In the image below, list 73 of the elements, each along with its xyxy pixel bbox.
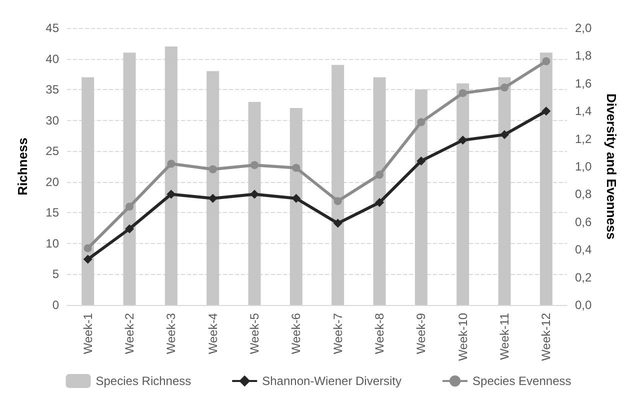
x-tick-label: Week-9	[414, 312, 428, 354]
y2-tick-label: 0,2	[575, 270, 592, 284]
point	[542, 57, 550, 66]
bar	[206, 71, 220, 305]
point	[84, 244, 92, 252]
point	[250, 190, 259, 199]
y2-tick-label: 1,8	[575, 48, 592, 63]
y-tick-label: 40	[46, 52, 60, 66]
point	[416, 156, 426, 166]
point	[500, 130, 509, 140]
point	[125, 224, 134, 234]
x-tick-label: Week-1	[80, 312, 95, 354]
point	[500, 84, 508, 92]
point	[292, 164, 300, 172]
point	[334, 197, 342, 206]
bar	[248, 102, 261, 305]
y2-axis-title: Diversity and Evenness	[604, 94, 619, 240]
y2-tick-label: 1,6	[575, 76, 592, 90]
x-tick-label: Week-5	[248, 312, 262, 354]
y-tick-label: 0	[52, 298, 60, 312]
y2-tick-label: 0,0	[575, 298, 592, 312]
y2-tick-label: 0,8	[575, 187, 592, 202]
x-tick-label: Week-10	[456, 312, 470, 361]
point	[542, 106, 551, 116]
y-tick-label: 15	[46, 206, 60, 220]
y2-tick-label: 1,0	[575, 160, 592, 174]
bar	[123, 52, 136, 305]
y-tick-label: 45	[46, 21, 60, 35]
bar	[456, 83, 470, 305]
point	[292, 194, 301, 203]
y-tick-label: 20	[46, 174, 60, 189]
y-tick-label: 25	[46, 144, 60, 158]
point	[458, 136, 468, 145]
legend-label: Species Evenness	[472, 374, 572, 388]
y-axis-title: Richness	[15, 138, 30, 196]
bar	[332, 64, 344, 305]
y2-tick-label: 1,2	[575, 132, 592, 146]
point	[167, 160, 176, 168]
point	[417, 118, 426, 126]
bar	[164, 46, 178, 305]
x-tick-label: Week-3	[164, 312, 178, 354]
x-tick-label: Week-6	[289, 312, 304, 354]
point	[208, 165, 217, 174]
bar	[82, 77, 94, 305]
x-tick-label: Week-7	[330, 312, 345, 354]
point	[376, 170, 384, 179]
point	[166, 190, 176, 199]
x-tick-label: Week-11	[498, 312, 512, 360]
x-tick-label: Week-2	[122, 312, 136, 354]
point	[333, 218, 342, 228]
y-tick-label: 5	[52, 267, 60, 282]
point	[83, 254, 92, 264]
y2-tick-label: 0,6	[575, 214, 592, 229]
point	[250, 161, 258, 170]
y-tick-label: 35	[46, 82, 60, 97]
bar	[290, 108, 302, 305]
y-tick-label: 30	[46, 113, 60, 128]
x-tick-label: Week-4	[206, 312, 220, 354]
point	[375, 198, 384, 208]
point	[126, 202, 134, 211]
x-tick-label: Week-12	[539, 312, 554, 361]
bar	[540, 52, 552, 305]
legend-label: Shannon-Wiener Diversity	[262, 374, 402, 388]
y2-tick-label: 2,0	[575, 21, 592, 35]
bar	[414, 90, 428, 305]
point	[458, 89, 467, 98]
x-tick-label: Week-8	[372, 312, 386, 354]
y-tick-label: 10	[46, 236, 60, 250]
y2-tick-label: 1,4	[575, 104, 592, 118]
bar	[373, 77, 386, 305]
legend-label: Species Richness	[96, 374, 192, 388]
bar	[498, 77, 511, 305]
y2-tick-label: 0,4	[575, 242, 592, 257]
